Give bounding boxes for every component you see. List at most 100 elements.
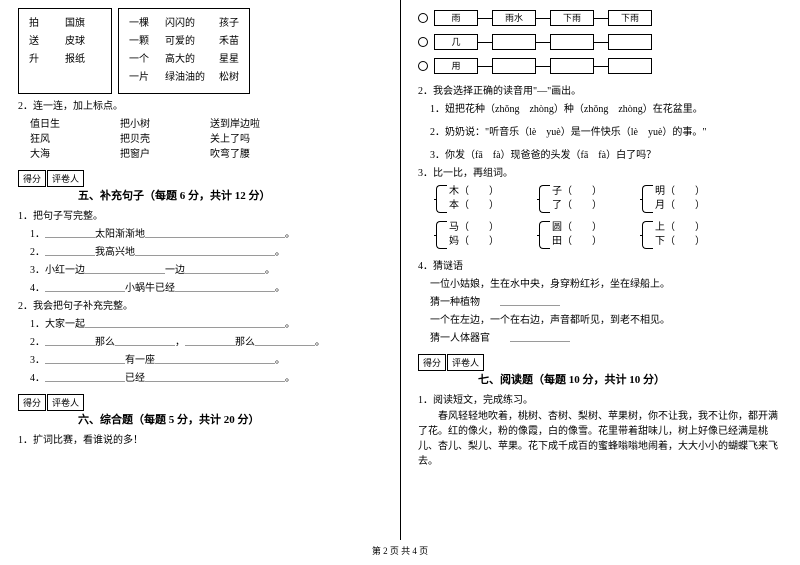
r-q3-title: 3．比一比，再组词。	[418, 164, 782, 179]
diagram-box: 雨	[434, 10, 478, 26]
diagram-box: 下雨	[608, 10, 652, 26]
riddle-line: 一位小姑娘，生在水中央，身穿粉红衫，坐在绿船上。	[430, 275, 782, 290]
diagram-box: 下雨	[550, 10, 594, 26]
cell: 一颗	[129, 33, 165, 51]
diagram-row: 几	[418, 32, 782, 52]
section-7-title: 七、阅读题（每题 10 分，共计 10 分）	[478, 371, 782, 387]
ring-icon	[418, 61, 428, 71]
ring-icon	[418, 37, 428, 47]
section-6-title: 六、综合题（每题 5 分，共计 20 分）	[78, 411, 382, 427]
q7-1-title: 1．阅读短文，完成练习。	[418, 391, 782, 406]
grader-box: 评卷人	[47, 394, 84, 411]
brace-row: 木（ ）本（ ） 子（ ）了（ ） 明（ ）月（ ）	[436, 183, 782, 215]
q5-2-title: 2．我会把句子补充完整。	[18, 297, 382, 312]
brace-group: 明（ ）月（ ）	[642, 185, 705, 213]
fill-item: 3．＿＿＿＿＿＿＿＿有一座＿＿＿＿＿＿＿＿＿＿＿＿。	[30, 351, 382, 366]
cell: 狂风	[30, 130, 120, 145]
cell: 报纸	[65, 51, 101, 69]
diagram-box: 用	[434, 58, 478, 74]
brace-group: 木（ ）本（ ）	[436, 185, 499, 213]
cell: 把窗户	[120, 145, 210, 160]
pair-item: 田（ ）	[552, 235, 602, 249]
fill-item: 3．小红一边＿＿＿＿＿＿＿＿一边＿＿＿＿＿＿＿＿。	[30, 261, 382, 276]
q5-2-items: 1．大家一起＿＿＿＿＿＿＿＿＿＿＿＿＿＿＿＿＿＿＿＿。 2．＿＿＿＿＿那么＿＿＿…	[30, 315, 382, 384]
pair-item: 月（ ）	[655, 199, 705, 213]
pinyin-item: 3．你发（fā fà）现爸爸的头发（fā fà）白了吗？	[430, 146, 782, 161]
diagram-row: 雨 雨水 下雨 下雨	[418, 8, 782, 28]
section-6-header: 得分评卷人 六、综合题（每题 5 分，共计 20 分）	[18, 394, 382, 427]
ring-icon	[418, 13, 428, 23]
q2-title: 2．连一连，加上标点。	[18, 97, 382, 112]
cell: 把贝壳	[120, 130, 210, 145]
diagram-box	[608, 58, 652, 74]
cell: 升	[29, 51, 65, 69]
page-footer: 第 2 页 共 4 页	[0, 540, 800, 557]
pair-item: 木（ ）	[449, 185, 499, 199]
right-column: 雨 雨水 下雨 下雨 几 用 2．我会选择正确的读音用"—"画出。	[400, 0, 800, 540]
cell: 高大的	[165, 51, 219, 69]
fill-item: 4．＿＿＿＿＿＿＿＿已经＿＿＿＿＿＿＿＿＿＿＿＿＿＿。	[30, 369, 382, 384]
fill-item: 4．＿＿＿＿＿＿＿＿小蜗牛已经＿＿＿＿＿＿＿＿＿＿。	[30, 279, 382, 294]
section-5-title: 五、补充句子（每题 6 分，共计 12 分）	[78, 187, 382, 203]
cell: 松树	[219, 72, 239, 83]
pinyin-item: 2．奶奶说："听音乐（lè yuè）是一件快乐（lè yuè）的事。"	[430, 123, 782, 138]
score-box: 得分	[18, 170, 46, 187]
cell: 送到岸边啦	[210, 115, 350, 130]
cell: 一棵	[129, 15, 165, 33]
word-box-1: 拍国旗 送皮球 升报纸	[18, 8, 112, 94]
cell: 吹弯了腰	[210, 145, 350, 160]
q5-1-items: 1．＿＿＿＿＿太阳渐渐地＿＿＿＿＿＿＿＿＿＿＿＿＿＿。 2．＿＿＿＿＿我高兴地＿…	[30, 225, 382, 294]
reading-paragraph: 春风轻轻地吹着，桃树、杏树、梨树、苹果树，你不让我，我不让你，都开满了花。红的像…	[418, 409, 782, 469]
cell: 绿油油的	[165, 69, 219, 87]
cell: 孩子	[219, 18, 239, 29]
grader-box: 评卷人	[447, 354, 484, 371]
left-column: 拍国旗 送皮球 升报纸 一棵闪闪的孩子 一颗可爱的禾苗 一个高大的星星 一片绿油…	[0, 0, 400, 540]
connector-icon	[478, 18, 492, 19]
pair-item: 子（ ）	[552, 185, 602, 199]
char-chain-diagram: 雨 雨水 下雨 下雨 几 用	[418, 8, 782, 76]
connector-icon	[594, 18, 608, 19]
diagram-box	[492, 58, 536, 74]
diagram-box	[608, 34, 652, 50]
r-q2-title: 2．我会选择正确的读音用"—"画出。	[418, 82, 782, 97]
pinyin-item: 1．妞把花种（zhǒng zhòng）种（zhǒng zhòng）在花盆里。	[430, 100, 782, 115]
connector-icon	[594, 66, 608, 67]
diagram-box: 雨水	[492, 10, 536, 26]
r-q4-title: 4．猜谜语	[418, 257, 782, 272]
pair-item: 了（ ）	[552, 199, 602, 213]
section-7-header: 得分评卷人 七、阅读题（每题 10 分，共计 10 分）	[418, 354, 782, 387]
q6-1: 1．扩词比赛，看谁说的多！	[18, 431, 382, 446]
cell: 把小树	[120, 115, 210, 130]
cell: 一个	[129, 51, 165, 69]
fill-item: 1．＿＿＿＿＿太阳渐渐地＿＿＿＿＿＿＿＿＿＿＿＿＿＿。	[30, 225, 382, 240]
q5-1-title: 1．把句子写完整。	[18, 207, 382, 222]
riddle-line: 猜一人体器官 ＿＿＿＿＿＿	[430, 329, 782, 344]
diagram-box: 几	[434, 34, 478, 50]
connector-icon	[536, 18, 550, 19]
score-box: 得分	[18, 394, 46, 411]
connector-icon	[594, 42, 608, 43]
score-box: 得分	[418, 354, 446, 371]
cell: 国旗	[65, 15, 101, 33]
diagram-box	[492, 34, 536, 50]
cell: 可爱的	[165, 33, 219, 51]
diagram-box	[550, 34, 594, 50]
fill-item: 1．大家一起＿＿＿＿＿＿＿＿＿＿＿＿＿＿＿＿＿＿＿＿。	[30, 315, 382, 330]
brace-group: 上（ ）下（ ）	[642, 221, 705, 249]
riddle-line: 猜一种植物 ＿＿＿＿＿＿	[430, 293, 782, 308]
section-5-header: 得分评卷人 五、补充句子（每题 6 分，共计 12 分）	[18, 170, 382, 203]
connector-icon	[536, 42, 550, 43]
pair-item: 本（ ）	[449, 199, 499, 213]
q2-rows: 值日生把小树送到岸边啦 狂风把贝壳关上了吗 大海把窗户吹弯了腰	[30, 115, 382, 160]
connector-icon	[478, 66, 492, 67]
pair-item: 圆（ ）	[552, 221, 602, 235]
pair-item: 马（ ）	[449, 221, 499, 235]
r-q4-lines: 一位小姑娘，生在水中央，身穿粉红衫，坐在绿船上。 猜一种植物 ＿＿＿＿＿＿ 一个…	[430, 275, 782, 344]
r-q2-items: 1．妞把花种（zhǒng zhòng）种（zhǒng zhòng）在花盆里。 2…	[430, 100, 782, 161]
cell: 大海	[30, 145, 120, 160]
word-box-2: 一棵闪闪的孩子 一颗可爱的禾苗 一个高大的星星 一片绿油油的松树	[118, 8, 250, 94]
connector-icon	[478, 42, 492, 43]
brace-group: 子（ ）了（ ）	[539, 185, 602, 213]
grader-box: 评卷人	[47, 170, 84, 187]
fill-item: 2．＿＿＿＿＿那么＿＿＿＿＿＿，＿＿＿＿＿那么＿＿＿＿＿＿。	[30, 333, 382, 348]
